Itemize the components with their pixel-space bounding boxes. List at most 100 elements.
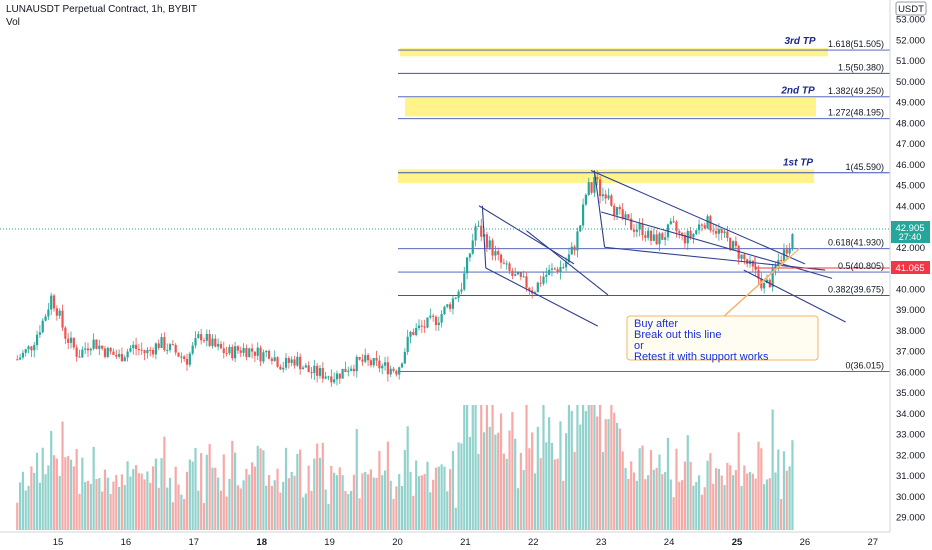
volume-bar [259,448,262,530]
price-tick-label: 39.000 [896,305,925,316]
candle-body [366,355,370,361]
volume-bar [118,486,121,530]
volume-bar [154,458,157,530]
volume-bar [81,457,84,530]
volume-bar [531,432,534,530]
volume-bar [386,441,389,530]
candle-body [511,270,514,276]
volume-bar [429,492,432,530]
price-tick-label: 32.000 [896,450,925,461]
volume-bar [581,405,585,530]
candle-body [208,334,211,346]
candle-body [652,234,655,241]
volume-bar [746,473,749,530]
volume-bar [432,479,435,530]
price-tick-label: 46.000 [896,160,925,171]
candle-body [731,241,735,250]
candle-body [440,314,443,323]
candle-body [389,368,392,375]
candle-body [333,379,336,383]
volume-bar [548,417,551,530]
volume-bar [632,472,636,530]
volume-bar [299,449,302,530]
volume-bar [200,453,203,530]
volume-bar [604,419,607,530]
price-tick-label: 42.000 [896,243,925,254]
volume-bar [84,482,87,530]
candle-body [403,351,406,364]
candle-body [180,356,183,358]
volume-bar [502,453,505,530]
volume-bar [185,471,189,530]
candle-body [52,295,56,309]
volume-bar [423,474,426,530]
volume-bar [514,438,517,530]
candle-body [488,240,491,248]
candle-body [494,251,497,256]
candle-body [584,194,588,205]
volume-bar [658,454,661,530]
volume-bar [446,491,449,530]
time-axis[interactable]: 15 16 17 18 19 20 21 22 23 24 25 26 27 [53,537,878,548]
volume-bar [239,488,242,530]
volume-bar [369,469,373,530]
candle-body [400,363,404,368]
price-tick-label: 33.000 [896,430,925,441]
symbol-title[interactable]: LUNAUSDT Perpetual Contract, 1h, BYBIT [6,4,198,15]
candle-body [570,246,573,255]
note-line: Buy after [634,318,678,330]
volume-bar [471,405,474,530]
candle-body [84,348,87,350]
candle-body [381,365,384,369]
volume-bar [188,459,191,530]
volume-bar [652,469,655,530]
candle-body [262,352,265,362]
volume-bar [412,495,415,530]
candle-body [681,232,684,235]
tp-labels: 3rd TP 2nd TP 1st TP [780,36,816,168]
volume-bar [692,485,695,530]
volume-bar [350,490,353,530]
channel-2-inner [601,211,833,279]
volume-indicator-label[interactable]: Vol [6,17,20,28]
volume-bar [21,471,25,530]
candle-body [573,246,576,251]
volume-bar [774,472,777,530]
channel-1-upper [478,205,575,265]
candle-body [383,362,387,366]
candle-body [386,362,389,375]
candle-body [581,204,585,226]
note-callout[interactable]: Buy after Break out this line or Retest it … [626,247,819,363]
candle-body [675,221,678,232]
volume-bar [398,474,401,530]
chart-header: LUNAUSDT Perpetual Contract, 1h, BYBIT V… [6,3,197,29]
candle-body [151,350,155,355]
volume-bar [41,447,44,530]
price-tick-label: 36.000 [896,367,925,378]
candle-body [236,346,240,351]
currency-label: USDT [898,4,924,15]
note-text: Buy after Break out this line or Retest it … [634,318,769,363]
volume-bar [661,474,664,530]
candle-body [734,241,737,247]
candle-body [16,359,19,361]
candle-body [514,274,517,276]
candle-body [33,345,36,351]
volume-bar [248,474,251,530]
candle-body [18,357,22,360]
candle-body [103,348,107,357]
volume-bar [596,416,599,530]
channel-2-edge [593,170,606,248]
volume-bar [197,490,200,530]
volume-bar [494,434,497,530]
candle-body [477,225,480,227]
candle-body [562,267,565,269]
volume-bar [457,442,460,530]
volume-bar [757,441,760,530]
candle-body [214,338,217,347]
candle-body [621,209,624,219]
volume-bar [168,477,172,530]
volume-bar [717,468,720,530]
currency-badge[interactable]: USDT [895,1,927,16]
